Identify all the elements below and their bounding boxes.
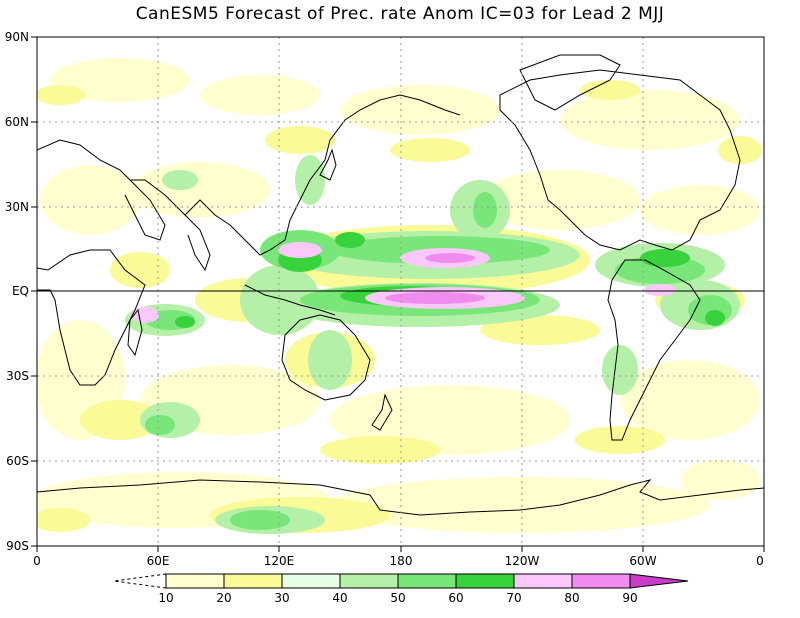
lon-tick-label: 120E	[264, 554, 295, 568]
madagascar-coastline	[127, 308, 143, 357]
colorbar-tick-label: 30	[274, 591, 289, 605]
new-zealand-coastline	[371, 393, 393, 431]
map-title: CanESM5 Forecast of Prec. rate Anom IC=0…	[135, 4, 665, 24]
colorbar-swatch	[455, 573, 515, 589]
lon-tick-label: 60E	[147, 554, 170, 568]
magenta-patches	[385, 253, 485, 304]
india-coastline	[184, 214, 211, 272]
colorbar-tick-label: 10	[158, 591, 173, 605]
japan-coastline	[319, 148, 337, 181]
lon-tick-label: 0	[33, 554, 41, 568]
lon-tick-label: 120W	[505, 554, 540, 568]
colorbar-swatch	[223, 573, 283, 589]
colorbar-swatch	[281, 573, 341, 589]
greenland-coastline	[519, 54, 621, 111]
australia-coastline	[281, 314, 371, 401]
lat-tick-label: 90S	[6, 539, 29, 553]
arabia-coastline	[124, 179, 166, 241]
colorbar-legend: 10 20 30 40 50 60 70 80 90	[113, 573, 689, 605]
lon-tick-label: 60W	[629, 554, 656, 568]
indonesia-coastline	[244, 284, 336, 316]
lat-tick-label: EQ	[12, 284, 29, 298]
lon-tick-label: 180	[390, 554, 413, 568]
colorbar-swatch	[165, 573, 225, 589]
antarctica-coastline	[37, 479, 764, 516]
north-america-coastline	[499, 69, 741, 251]
colorbar-swatch	[397, 573, 457, 589]
colorbar-tick-label: 60	[448, 591, 463, 605]
colorbar-tick-label: 80	[564, 591, 579, 605]
colorbar-swatch	[571, 573, 631, 589]
colorbar-upper-extension	[629, 573, 689, 589]
lat-tick-label: 30N	[5, 200, 29, 214]
colorbar-swatch	[339, 573, 399, 589]
colorbar-tick-label: 90	[622, 591, 637, 605]
lat-tick-label: 60S	[6, 454, 29, 468]
graticule-grid	[37, 37, 764, 546]
africa-coastline	[37, 249, 146, 386]
lon-tick-label: 0	[756, 554, 764, 568]
colorbar-tick-label: 50	[390, 591, 405, 605]
europe-asia-coastline	[37, 94, 461, 256]
colorbar-tick-label: 70	[506, 591, 521, 605]
lat-tick-label: 30S	[6, 369, 29, 383]
latitude-axis: 90N 60N 30N EQ 30S 60S 90S	[5, 30, 37, 553]
south-america-coastline	[607, 259, 701, 441]
lat-tick-label: 60N	[5, 115, 29, 129]
coastlines	[37, 54, 764, 516]
lat-tick-label: 90N	[5, 30, 29, 44]
colorbar-tick-label: 20	[216, 591, 231, 605]
longitude-axis: 0 60E 120E 180 120W 60W 0	[33, 546, 765, 568]
colorbar-lower-extension	[113, 573, 167, 589]
colorbar-swatch	[513, 573, 573, 589]
colorbar-tick-label: 40	[332, 591, 347, 605]
